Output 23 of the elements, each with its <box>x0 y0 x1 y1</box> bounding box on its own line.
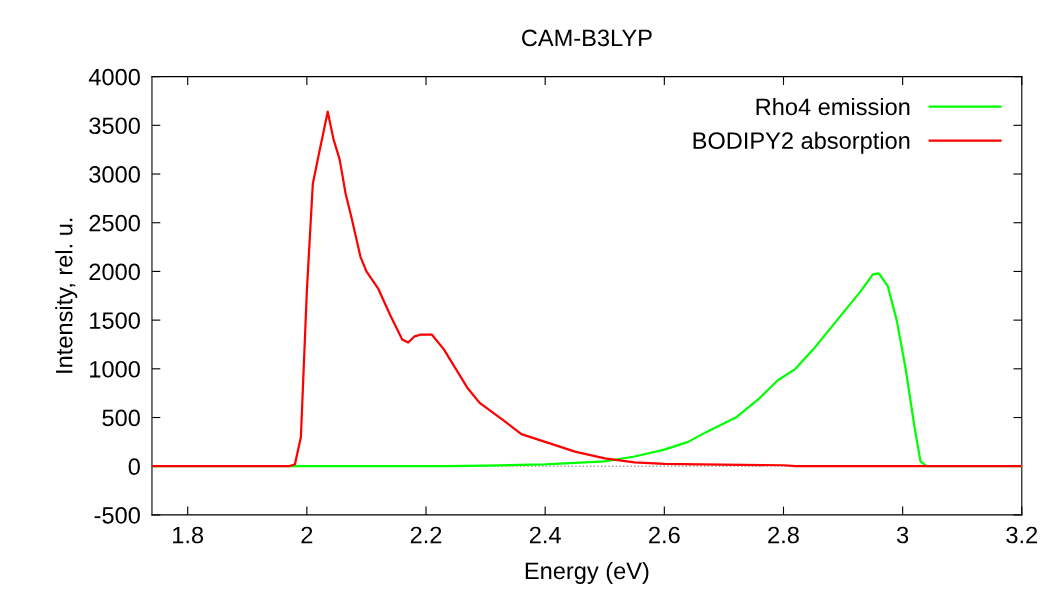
y-tick-label: 1000 <box>90 360 140 378</box>
x-tick-label: 1.8 <box>173 526 204 544</box>
x-tick-label: 3 <box>896 526 909 544</box>
legend-label: Rho4 emission <box>756 97 910 116</box>
x-axis-title: Energy (eV) <box>525 561 649 584</box>
y-tick-label: 1500 <box>90 312 140 329</box>
y-axis-title: Intensity, rel. u. <box>55 218 78 373</box>
y-tick-label: 0 <box>128 458 140 476</box>
legend-label: BODIPY2 absorption <box>693 131 910 154</box>
y-tick-label: 2500 <box>89 214 140 232</box>
y-tick-label: 3500 <box>89 117 140 135</box>
y-tick-label: 3000 <box>89 166 140 183</box>
y-tick-label: -500 <box>94 506 140 524</box>
y-tick-label: 4000 <box>88 68 140 86</box>
x-tick-label: 3.2 <box>1006 526 1038 544</box>
x-tick-label: 2 <box>301 526 313 544</box>
y-tick-label: 2000 <box>89 263 140 281</box>
x-tick-label: 2.8 <box>768 526 799 544</box>
x-tick-label: 2.4 <box>529 526 561 544</box>
y-tick-label: 500 <box>102 409 140 427</box>
x-tick-label: 2.2 <box>410 526 442 544</box>
x-tick-label: 2.6 <box>649 526 680 544</box>
chart-title: CAM-B3LYP <box>522 29 652 47</box>
